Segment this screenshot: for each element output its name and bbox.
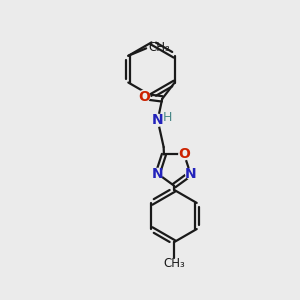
- Text: H: H: [163, 111, 172, 124]
- Text: O: O: [178, 148, 190, 161]
- Text: CH₃: CH₃: [148, 41, 170, 54]
- Circle shape: [152, 114, 164, 126]
- Circle shape: [138, 91, 150, 102]
- Text: N: N: [151, 167, 163, 181]
- Text: N: N: [152, 113, 164, 127]
- Circle shape: [152, 168, 162, 179]
- Text: CH₃: CH₃: [163, 257, 185, 270]
- Text: O: O: [138, 89, 150, 103]
- Text: N: N: [185, 167, 197, 181]
- Circle shape: [186, 168, 196, 179]
- Circle shape: [179, 149, 190, 160]
